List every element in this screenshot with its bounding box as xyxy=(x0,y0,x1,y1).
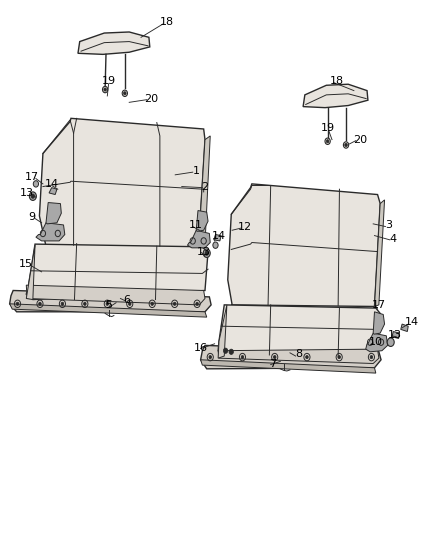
Circle shape xyxy=(209,356,212,359)
Circle shape xyxy=(33,181,39,187)
Circle shape xyxy=(205,251,208,255)
Polygon shape xyxy=(198,136,210,248)
Text: 11: 11 xyxy=(189,220,203,230)
Circle shape xyxy=(124,92,126,95)
Polygon shape xyxy=(49,188,57,195)
Polygon shape xyxy=(201,360,376,373)
Polygon shape xyxy=(228,184,380,306)
Polygon shape xyxy=(26,244,208,300)
Circle shape xyxy=(213,242,218,248)
Polygon shape xyxy=(10,304,207,317)
Text: 6: 6 xyxy=(124,295,131,304)
Text: 20: 20 xyxy=(144,94,158,103)
Circle shape xyxy=(203,249,210,257)
Text: 16: 16 xyxy=(194,343,208,352)
Circle shape xyxy=(104,88,106,91)
Circle shape xyxy=(325,138,330,144)
Polygon shape xyxy=(374,200,385,306)
Text: 14: 14 xyxy=(405,318,419,327)
Polygon shape xyxy=(39,118,205,248)
Text: 10: 10 xyxy=(369,337,383,347)
Text: 20: 20 xyxy=(353,135,367,144)
Polygon shape xyxy=(10,290,211,312)
Circle shape xyxy=(338,356,340,359)
Circle shape xyxy=(106,302,109,305)
Text: 4: 4 xyxy=(390,234,397,244)
Text: 2: 2 xyxy=(201,182,208,191)
Polygon shape xyxy=(218,305,380,356)
Text: 18: 18 xyxy=(159,18,173,27)
Circle shape xyxy=(223,348,228,353)
Text: 14: 14 xyxy=(212,231,226,240)
Polygon shape xyxy=(373,312,385,334)
Polygon shape xyxy=(46,203,61,224)
Polygon shape xyxy=(303,84,368,108)
Text: 12: 12 xyxy=(237,222,251,231)
Polygon shape xyxy=(392,332,399,338)
Polygon shape xyxy=(78,32,150,54)
Text: 19: 19 xyxy=(102,76,116,86)
Circle shape xyxy=(229,349,233,354)
Text: 14: 14 xyxy=(45,180,59,189)
Circle shape xyxy=(241,356,244,359)
Circle shape xyxy=(370,356,373,359)
Text: 8: 8 xyxy=(295,350,302,359)
Text: 19: 19 xyxy=(321,123,335,133)
Circle shape xyxy=(128,302,131,305)
Polygon shape xyxy=(26,245,35,300)
Text: 9: 9 xyxy=(28,213,35,222)
Text: 13: 13 xyxy=(20,188,34,198)
Polygon shape xyxy=(401,324,408,332)
Text: 15: 15 xyxy=(19,259,33,269)
Polygon shape xyxy=(201,345,381,369)
Circle shape xyxy=(102,86,108,93)
Text: 7: 7 xyxy=(269,359,276,368)
Circle shape xyxy=(326,140,329,143)
Text: 5: 5 xyxy=(105,300,112,310)
Circle shape xyxy=(61,302,64,305)
Circle shape xyxy=(345,143,347,147)
Circle shape xyxy=(343,142,349,148)
Circle shape xyxy=(84,302,86,305)
Circle shape xyxy=(31,194,35,198)
Circle shape xyxy=(29,192,36,200)
Text: 13: 13 xyxy=(388,330,402,340)
Circle shape xyxy=(306,356,308,359)
Polygon shape xyxy=(218,305,227,358)
Circle shape xyxy=(273,356,276,359)
Circle shape xyxy=(196,302,198,305)
Text: 3: 3 xyxy=(385,220,392,230)
Polygon shape xyxy=(187,230,210,248)
Polygon shape xyxy=(26,285,205,305)
Text: 17: 17 xyxy=(372,300,386,310)
Polygon shape xyxy=(366,333,388,352)
Circle shape xyxy=(16,302,19,305)
Circle shape xyxy=(39,302,41,305)
Polygon shape xyxy=(196,211,208,231)
Polygon shape xyxy=(218,349,379,364)
Text: 13: 13 xyxy=(197,247,211,256)
Circle shape xyxy=(173,302,176,305)
Text: 1: 1 xyxy=(193,166,200,175)
Polygon shape xyxy=(36,223,65,241)
Text: 18: 18 xyxy=(330,76,344,86)
Polygon shape xyxy=(214,235,221,241)
Circle shape xyxy=(387,338,394,346)
Text: 17: 17 xyxy=(25,172,39,182)
Circle shape xyxy=(122,90,127,96)
Circle shape xyxy=(151,302,153,305)
